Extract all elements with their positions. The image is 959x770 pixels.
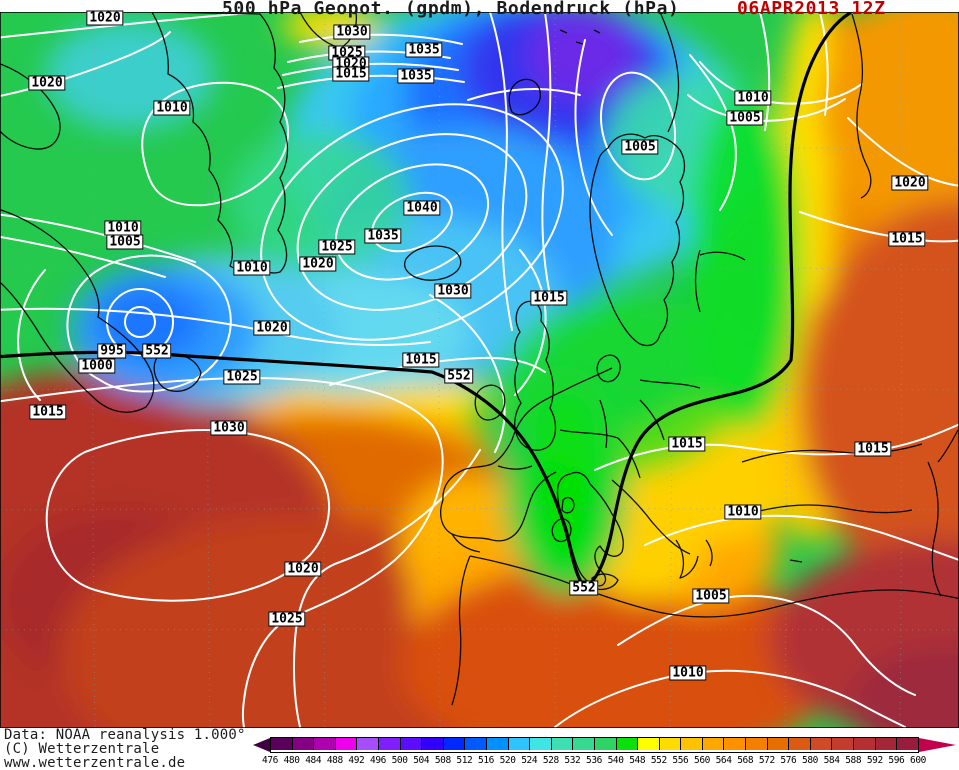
colorbar-segment [875, 738, 898, 750]
colorbar-tick: 572 [758, 755, 775, 766]
colorbar-segment [681, 738, 703, 750]
colorbar-segment [746, 738, 768, 750]
colorbar-tick: 596 [888, 755, 905, 766]
colorbar-segment [486, 738, 509, 750]
colorbar-tick: 480 [283, 755, 300, 766]
colorbar-segment [400, 738, 423, 750]
colorbar-segment [810, 738, 833, 750]
colorbar-segment [443, 738, 466, 750]
colorbar-tick: 492 [348, 755, 365, 766]
colorbar-tick: 520 [499, 755, 516, 766]
colorbar-tick: 568 [737, 755, 754, 766]
colorbar-segment [508, 738, 531, 750]
colorbar-segment [897, 738, 918, 750]
colorbar-segment [422, 738, 444, 750]
geopotential-colorbar: 476 480 484 488 492 496 500 504 508 512 516 520 524 5… [253, 737, 959, 767]
colorbar-tick: 500 [391, 755, 408, 766]
colorbar-tick: 600 [910, 755, 926, 766]
colorbar-segment [767, 738, 790, 750]
colorbar-segment [357, 738, 379, 750]
colorbar-tick: 592 [866, 755, 883, 766]
colorbar-tick: 584 [823, 755, 840, 766]
colorbar-tick-labels: 476 480 484 488 492 496 500 504 508 512 516 520 524 5… [253, 755, 959, 767]
map-datetime: 06APR2013 12Z [737, 0, 886, 19]
colorbar-tick: 540 [607, 755, 624, 766]
colorbar-segment [314, 738, 336, 750]
colorbar-scale [270, 737, 919, 753]
colorbar-tick: 476 [262, 755, 278, 766]
colorbar-left-arrow [253, 738, 270, 752]
colorbar-tick: 512 [456, 755, 473, 766]
colorbar-tick: 488 [326, 755, 343, 766]
colorbar-segment [638, 738, 660, 750]
colorbar-tick: 528 [542, 755, 559, 766]
website-text: www.wetterzentrale.de [4, 755, 186, 770]
colorbar-segment [292, 738, 315, 750]
colorbar-segment [616, 738, 639, 750]
copyright-text: (C) Wetterzentrale [4, 741, 160, 757]
colorbar-tick: 484 [305, 755, 322, 766]
colorbar-tick: 496 [370, 755, 386, 766]
colorbar-tick: 524 [521, 755, 538, 766]
colorbar-tick: 560 [694, 755, 710, 766]
colorbar-segment [832, 738, 855, 750]
colorbar-tick: 504 [413, 755, 430, 766]
colorbar-tick: 588 [845, 755, 862, 766]
colorbar-segment [702, 738, 725, 750]
colorbar-segment [335, 738, 358, 750]
colorbar-segment [724, 738, 747, 750]
colorbar-segment [659, 738, 682, 750]
graticule [0, 12, 959, 728]
colorbar-tick: 548 [629, 755, 646, 766]
colorbar-tick: 556 [672, 755, 689, 766]
colorbar-tick: 516 [478, 755, 494, 766]
colorbar-segment [271, 738, 293, 750]
colorbar-tick: 564 [715, 755, 732, 766]
data-source-text: Data: NOAA reanalysis 1.000° [4, 727, 246, 743]
colorbar-tick: 536 [586, 755, 602, 766]
colorbar-segment [530, 738, 552, 750]
footer: Data: NOAA reanalysis 1.000° (C) Wetterz… [4, 728, 246, 770]
colorbar-right-arrow [918, 738, 956, 752]
colorbar-tick: 552 [650, 755, 667, 766]
colorbar-tick: 580 [802, 755, 818, 766]
colorbar-tick: 508 [434, 755, 451, 766]
colorbar-segment [551, 738, 574, 750]
colorbar-segment [854, 738, 876, 750]
colorbar-tick: 532 [564, 755, 581, 766]
colorbar-segment [573, 738, 595, 750]
isobars [0, 12, 959, 728]
map-title: 500 hPa Geopot. (gpdm), Bodendruck (hPa) [222, 0, 680, 19]
colorbar-segment [465, 738, 487, 750]
colorbar-tick: 576 [780, 755, 797, 766]
colorbar-segment [378, 738, 401, 750]
colorbar-segment [789, 738, 811, 750]
coastlines [0, 12, 959, 706]
colorbar-segment [594, 738, 617, 750]
